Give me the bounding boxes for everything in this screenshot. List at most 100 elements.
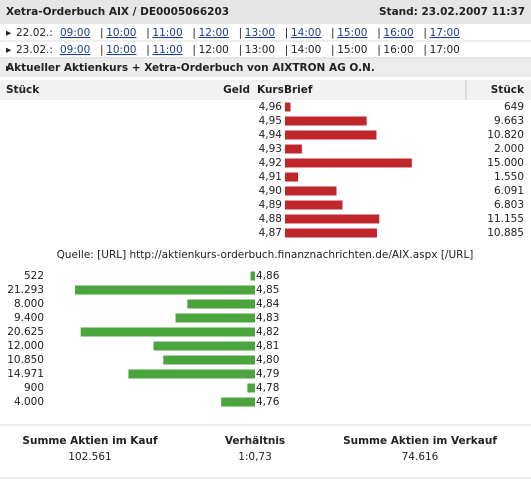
- bid-bar: [128, 369, 255, 379]
- stand: Stand: 23.02.2007 11:37: [379, 6, 525, 18]
- bid-price: 4,81: [256, 340, 279, 352]
- arrow: ▸: [6, 62, 12, 74]
- bid-bar: [221, 397, 255, 407]
- bid-price: 4,78: [256, 382, 279, 394]
- column-header-bar: [0, 80, 531, 100]
- pipe: |: [423, 44, 427, 56]
- ask-volume: 6.091: [494, 185, 524, 197]
- ask-price: 4,94: [259, 129, 283, 141]
- page-title: Xetra-Orderbuch AIX / DE0005066203: [6, 6, 229, 18]
- bid-volume: 20.625: [7, 326, 44, 338]
- ask-price: 4,96: [259, 101, 283, 113]
- bid-bar: [153, 341, 255, 351]
- ask-bar: [285, 116, 367, 126]
- pipe: |: [285, 44, 289, 56]
- pipe: |: [285, 27, 289, 39]
- ask-bar: [285, 102, 291, 112]
- pipe: |: [100, 44, 104, 56]
- section-bar: [0, 59, 531, 77]
- ask-volume: 11.155: [487, 213, 524, 225]
- bid-volume: 900: [24, 382, 44, 394]
- ask-price: 4,95: [259, 115, 282, 127]
- time-link[interactable]: 10:00: [106, 27, 136, 39]
- time: 15:00: [337, 44, 367, 56]
- ask-bar: [285, 144, 302, 154]
- ask-price: 4,90: [259, 185, 282, 197]
- source: Quelle: [URL] http://aktienkurs-orderbuc…: [57, 249, 474, 261]
- ask-price: 4,91: [259, 171, 282, 183]
- pipe: |: [192, 27, 196, 39]
- time: 17:00: [430, 44, 460, 56]
- nav-day: 22.02.:: [16, 27, 53, 39]
- summary-value: 1:0,73: [238, 451, 272, 463]
- ask-price: 4,88: [259, 213, 282, 225]
- ask-bar: [285, 228, 378, 238]
- ask-volume: 15.000: [487, 157, 524, 169]
- time-link[interactable]: 13:00: [245, 27, 275, 39]
- ask-volume: 10.885: [487, 227, 524, 239]
- ask-bar: [285, 186, 337, 196]
- bid-price: 4,80: [256, 354, 279, 366]
- ask-price: 4,93: [259, 143, 282, 155]
- pipe: |: [146, 27, 150, 39]
- nav-day: 23.02.:: [16, 44, 53, 56]
- pipe: |: [146, 44, 150, 56]
- ask-volume: 1.550: [494, 171, 524, 183]
- column-header: Geld: [223, 84, 250, 96]
- arrow: ▸: [6, 44, 12, 56]
- time-link[interactable]: 11:00: [152, 44, 182, 56]
- summary-value: 74.616: [402, 451, 439, 463]
- pipe: |: [331, 27, 335, 39]
- bid-price: 4,79: [256, 368, 279, 380]
- ask-volume: 6.803: [494, 199, 524, 211]
- bid-volume: 12.000: [7, 340, 44, 352]
- pipe: |: [331, 44, 335, 56]
- pipe: |: [100, 27, 104, 39]
- ask-volume: 649: [504, 101, 524, 113]
- ask-price: 4,89: [259, 199, 282, 211]
- bid-bar: [175, 313, 255, 323]
- ask-bar: [285, 158, 412, 168]
- column-header: Kurs: [257, 84, 284, 96]
- header-bar: [0, 0, 531, 24]
- bid-volume: 9.400: [14, 312, 44, 324]
- time: 12:00: [199, 44, 229, 56]
- time-link[interactable]: 14:00: [291, 27, 321, 39]
- time-link[interactable]: 09:00: [60, 27, 90, 39]
- bid-bar: [75, 285, 255, 295]
- bid-volume: 4.000: [14, 396, 44, 408]
- time-link[interactable]: 16:00: [383, 27, 413, 39]
- bid-price: 4,76: [256, 396, 280, 408]
- column-header: Stück: [6, 84, 40, 96]
- summary-label: Verhältnis: [225, 435, 285, 447]
- bid-volume: 14.971: [7, 368, 44, 380]
- time-link[interactable]: 11:00: [152, 27, 182, 39]
- bid-bar: [80, 327, 255, 337]
- bid-bar: [187, 299, 255, 309]
- bid-price: 4,86: [256, 270, 280, 282]
- time-link[interactable]: 09:00: [60, 44, 90, 56]
- pipe: |: [239, 44, 243, 56]
- bid-volume: 8.000: [14, 298, 44, 310]
- summary-label: Summe Aktien im Kauf: [22, 435, 158, 447]
- ask-bar: [285, 130, 377, 140]
- pipe: |: [239, 27, 243, 39]
- ask-price: 4,87: [259, 227, 282, 239]
- time: 14:00: [291, 44, 321, 56]
- time-link[interactable]: 17:00: [430, 27, 460, 39]
- section-title: Aktueller Aktienkurs + Xetra-Orderbuch v…: [6, 62, 375, 74]
- bid-price: 4,84: [256, 298, 280, 310]
- bid-bar: [163, 355, 255, 365]
- time: 16:00: [383, 44, 413, 56]
- time-link[interactable]: 12:00: [199, 27, 229, 39]
- ask-bar: [285, 214, 380, 224]
- bid-bar: [247, 383, 255, 393]
- time-link[interactable]: 10:00: [106, 44, 136, 56]
- bid-price: 4,82: [256, 326, 279, 338]
- bid-volume: 10.850: [7, 354, 44, 366]
- time-link[interactable]: 15:00: [337, 27, 367, 39]
- summary-label: Summe Aktien im Verkauf: [343, 435, 497, 447]
- column-header: Brief: [284, 84, 313, 96]
- ask-volume: 2.000: [494, 143, 524, 155]
- bid-volume: 21.293: [7, 284, 44, 296]
